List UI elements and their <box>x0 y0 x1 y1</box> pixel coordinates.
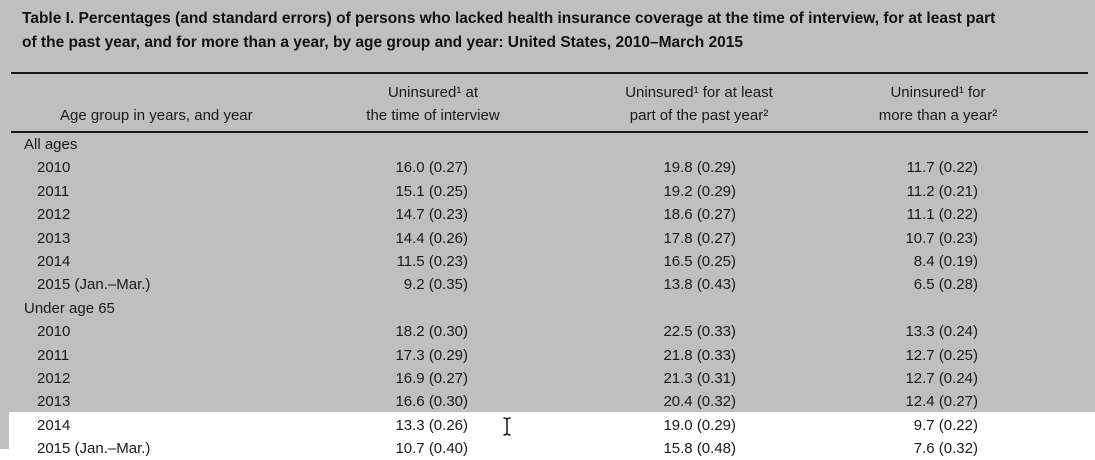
value-uninsured-part-year: 21.8 (0.33) <box>663 346 736 364</box>
table-row: 2013 14.4 (0.26) 17.8 (0.27) 10.7 (0.23) <box>0 227 1095 250</box>
value-cell <box>468 133 736 156</box>
value-uninsured-more-year: 6.5 (0.28) <box>913 276 978 294</box>
table-title-line1: Table I. Percentages (and standard error… <box>22 10 996 27</box>
value-uninsured-part-year: 13.8 (0.43) <box>663 276 736 294</box>
header-bottom-rule <box>11 131 1088 133</box>
value-uninsured-part-year: 19.2 (0.29) <box>663 182 736 200</box>
table-body: All ages 2010 16.0 (0.27) 19.8 (0.29) 11… <box>0 133 1095 460</box>
value-uninsured-interview: 16.6 (0.30) <box>395 393 468 411</box>
column-header-age-group: Age group in years, and year <box>60 107 253 124</box>
value-uninsured-more-year: 12.7 (0.25) <box>905 346 978 364</box>
value-uninsured-interview: 9.2 (0.35) <box>403 276 468 294</box>
value-uninsured-part-year: 21.3 (0.31) <box>663 369 736 387</box>
value-uninsured-more-year: 11.2 (0.21) <box>906 182 978 200</box>
value-cell <box>468 297 736 320</box>
header-top-rule <box>11 72 1088 74</box>
row-label: 2010 <box>37 323 71 341</box>
value-uninsured-more-year: 7.6 (0.32) <box>913 440 978 458</box>
section-label: Under age 65 <box>24 299 115 317</box>
value-uninsured-part-year: 17.8 (0.27) <box>663 229 736 247</box>
row-label: 2013 <box>37 229 71 247</box>
value-uninsured-interview: 14.4 (0.26) <box>395 229 468 247</box>
table-title: Table I. Percentages (and standard error… <box>22 7 1095 55</box>
value-uninsured-part-year: 19.8 (0.29) <box>663 159 736 177</box>
row-label: 2011 <box>37 346 70 364</box>
value-uninsured-part-year: 18.6 (0.27) <box>663 206 736 224</box>
value-uninsured-interview: 11.5 (0.23) <box>396 252 468 270</box>
value-uninsured-more-year: 12.7 (0.24) <box>905 369 978 387</box>
value-cell <box>736 297 978 320</box>
value-cell <box>350 297 468 320</box>
table-row: 2015 (Jan.–Mar.) 10.7 (0.40) 15.8 (0.48)… <box>0 437 1095 460</box>
row-label: 2014 <box>37 416 71 434</box>
column-header-uninsured-at-interview: Uninsured¹ at the time of interview <box>333 81 533 127</box>
value-uninsured-interview: 14.7 (0.23) <box>395 206 468 224</box>
table-title-line2: of the past year, and for more than a ye… <box>22 34 744 51</box>
table-row: 2014 13.3 (0.26) 19.0 (0.29) 9.7 (0.22) <box>0 414 1095 437</box>
value-cell <box>350 133 468 156</box>
value-uninsured-more-year: 13.3 (0.24) <box>905 323 978 341</box>
table-shading-block <box>0 0 1095 412</box>
column-header-uninsured-part-of-year: Uninsured¹ for at least part of the past… <box>599 81 799 127</box>
row-label: 2012 <box>37 206 71 224</box>
value-uninsured-more-year: 8.4 (0.19) <box>913 252 978 270</box>
column-header-line: more than a year² <box>878 107 998 124</box>
row-label: 2014 <box>37 252 71 270</box>
table-row: 2010 18.2 (0.30) 22.5 (0.33) 13.3 (0.24) <box>0 320 1095 343</box>
table-row: 2010 16.0 (0.27) 19.8 (0.29) 11.7 (0.22) <box>0 156 1095 179</box>
value-uninsured-interview: 17.3 (0.29) <box>395 346 468 364</box>
table-shading-left-strip <box>0 412 9 449</box>
table-row: 2014 11.5 (0.23) 16.5 (0.25) 8.4 (0.19) <box>0 250 1095 273</box>
table-row: 2012 16.9 (0.27) 21.3 (0.31) 12.7 (0.24) <box>0 367 1095 390</box>
ibeam-cursor <box>500 416 514 437</box>
table-row: 2015 (Jan.–Mar.) 9.2 (0.35) 13.8 (0.43) … <box>0 273 1095 296</box>
row-label: 2011 <box>37 182 70 200</box>
value-uninsured-part-year: 16.5 (0.25) <box>663 252 736 270</box>
section-label: All ages <box>24 136 78 153</box>
value-uninsured-interview: 10.7 (0.40) <box>395 440 468 458</box>
value-uninsured-more-year: 11.1 (0.22) <box>906 206 978 224</box>
row-label: 2015 (Jan.–Mar.) <box>37 276 151 294</box>
row-label: 2015 (Jan.–Mar.) <box>37 440 151 458</box>
value-uninsured-more-year: 12.4 (0.27) <box>905 393 978 411</box>
column-header-line: Uninsured¹ for at least <box>625 84 773 101</box>
table-row: 2012 14.7 (0.23) 18.6 (0.27) 11.1 (0.22) <box>0 203 1095 226</box>
table-row: 2011 15.1 (0.25) 19.2 (0.29) 11.2 (0.21) <box>0 180 1095 203</box>
value-cell <box>736 133 978 156</box>
column-header-line: the time of interview <box>366 107 500 124</box>
value-uninsured-interview: 13.3 (0.26) <box>395 416 468 434</box>
value-uninsured-more-year: 11.7 (0.22) <box>906 159 978 177</box>
value-uninsured-more-year: 9.7 (0.22) <box>913 416 978 434</box>
column-header-line: part of the past year² <box>629 107 769 124</box>
row-label: 2010 <box>37 159 71 177</box>
row-label: 2012 <box>37 369 71 387</box>
value-uninsured-interview: 16.9 (0.27) <box>395 369 468 387</box>
value-uninsured-interview: 15.1 (0.25) <box>395 182 468 200</box>
value-uninsured-part-year: 20.4 (0.32) <box>663 393 736 411</box>
row-label: 2013 <box>37 393 71 411</box>
value-uninsured-more-year: 10.7 (0.23) <box>905 229 978 247</box>
value-uninsured-part-year: 15.8 (0.48) <box>663 440 736 458</box>
column-header-line: Uninsured¹ for <box>890 84 986 101</box>
value-uninsured-interview: 16.0 (0.27) <box>395 159 468 177</box>
table-section-row: All ages <box>0 133 1095 156</box>
value-uninsured-part-year: 19.0 (0.29) <box>663 416 736 434</box>
value-uninsured-interview: 18.2 (0.30) <box>395 323 468 341</box>
table-row: 2013 16.6 (0.30) 20.4 (0.32) 12.4 (0.27) <box>0 390 1095 413</box>
table-row: 2011 17.3 (0.29) 21.8 (0.33) 12.7 (0.25) <box>0 344 1095 367</box>
value-uninsured-part-year: 22.5 (0.33) <box>663 323 736 341</box>
table-section-row: Under age 65 <box>0 297 1095 320</box>
column-header-uninsured-more-than-year: Uninsured¹ for more than a year² <box>838 81 1038 127</box>
column-header-line: Uninsured¹ at <box>387 84 479 101</box>
